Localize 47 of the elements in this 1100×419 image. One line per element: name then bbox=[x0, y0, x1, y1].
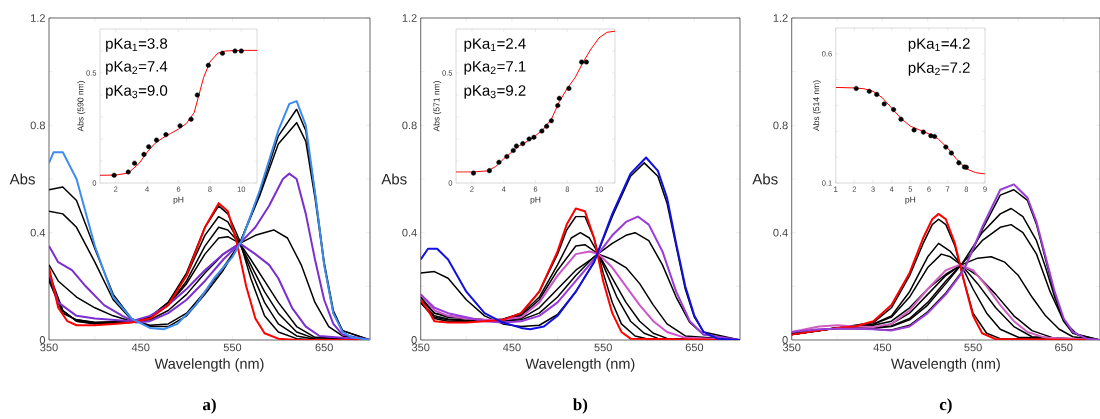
y-tick-label: 0.8 bbox=[30, 121, 45, 130]
y-tick-label: 0 bbox=[411, 336, 417, 344]
y-axis-title: Abs (590 nm) bbox=[77, 81, 86, 132]
y-axis-title: Abs bbox=[9, 173, 35, 185]
y-axis-title: Abs bbox=[381, 173, 407, 185]
x-tick-label: 550 bbox=[223, 343, 242, 352]
y-tick-label: 1.2 bbox=[402, 14, 417, 22]
text: c) bbox=[939, 398, 952, 414]
y-tick-label: 0 bbox=[782, 336, 788, 344]
y-tick-label: 0.4 bbox=[773, 228, 788, 237]
x-tick-label: 450 bbox=[873, 343, 892, 352]
y-tick-label: 1.2 bbox=[31, 14, 45, 22]
text: a) bbox=[202, 398, 216, 414]
x-axis-title: Wavelength (nm) bbox=[525, 358, 635, 372]
y-tick-label: 1.2 bbox=[773, 14, 788, 22]
x-tick-label: 350 bbox=[782, 343, 801, 352]
x-tick-label: 450 bbox=[131, 343, 150, 352]
annotation: pKa$_{1}$=3.8 bbox=[106, 38, 168, 52]
annotation: pKa$_{2}$=7.4 bbox=[106, 61, 168, 75]
annotation: pKa$_{3}$=9.0 bbox=[106, 85, 168, 99]
x-tick-label: 650 bbox=[315, 343, 333, 352]
x-axis-title: pH bbox=[905, 196, 916, 205]
y-axis-title: Abs (571 nm) bbox=[433, 81, 442, 132]
x-tick-label: 550 bbox=[964, 343, 982, 352]
x-tick-label: 350 bbox=[411, 343, 430, 352]
y-axis-title: Abs bbox=[752, 173, 778, 185]
y-tick-label: 0.8 bbox=[402, 121, 417, 130]
annotation: pKa$_{3}$=9.2 bbox=[464, 85, 526, 99]
annotation: pKa$_{2}$=7.2 bbox=[908, 62, 970, 76]
y-tick-label: 0 bbox=[39, 336, 46, 344]
y-tick-label: 0.4 bbox=[402, 228, 417, 237]
x-axis-title: Wavelength (nm) bbox=[154, 358, 264, 372]
y-tick-label: 0.4 bbox=[30, 228, 46, 237]
x-tick-label: 350 bbox=[40, 343, 58, 352]
text: b) bbox=[573, 398, 588, 414]
x-tick-label: 550 bbox=[594, 343, 612, 352]
y-axis-title: Abs (514 nm) bbox=[812, 80, 821, 131]
annotation: pKa$_{1}$=2.4 bbox=[464, 38, 526, 52]
x-axis-title: Wavelength (nm) bbox=[890, 358, 1000, 372]
x-axis-title: pH bbox=[530, 196, 541, 205]
x-tick-label: 650 bbox=[685, 343, 704, 352]
x-tick-label: 650 bbox=[1055, 343, 1073, 352]
x-tick-label: 450 bbox=[503, 343, 521, 352]
annotation: pKa$_{1}$=4.2 bbox=[908, 38, 970, 52]
annotation: pKa$_{2}$=7.1 bbox=[464, 61, 526, 75]
y-tick-label: 0.8 bbox=[773, 121, 788, 130]
x-axis-title: pH bbox=[173, 196, 184, 205]
